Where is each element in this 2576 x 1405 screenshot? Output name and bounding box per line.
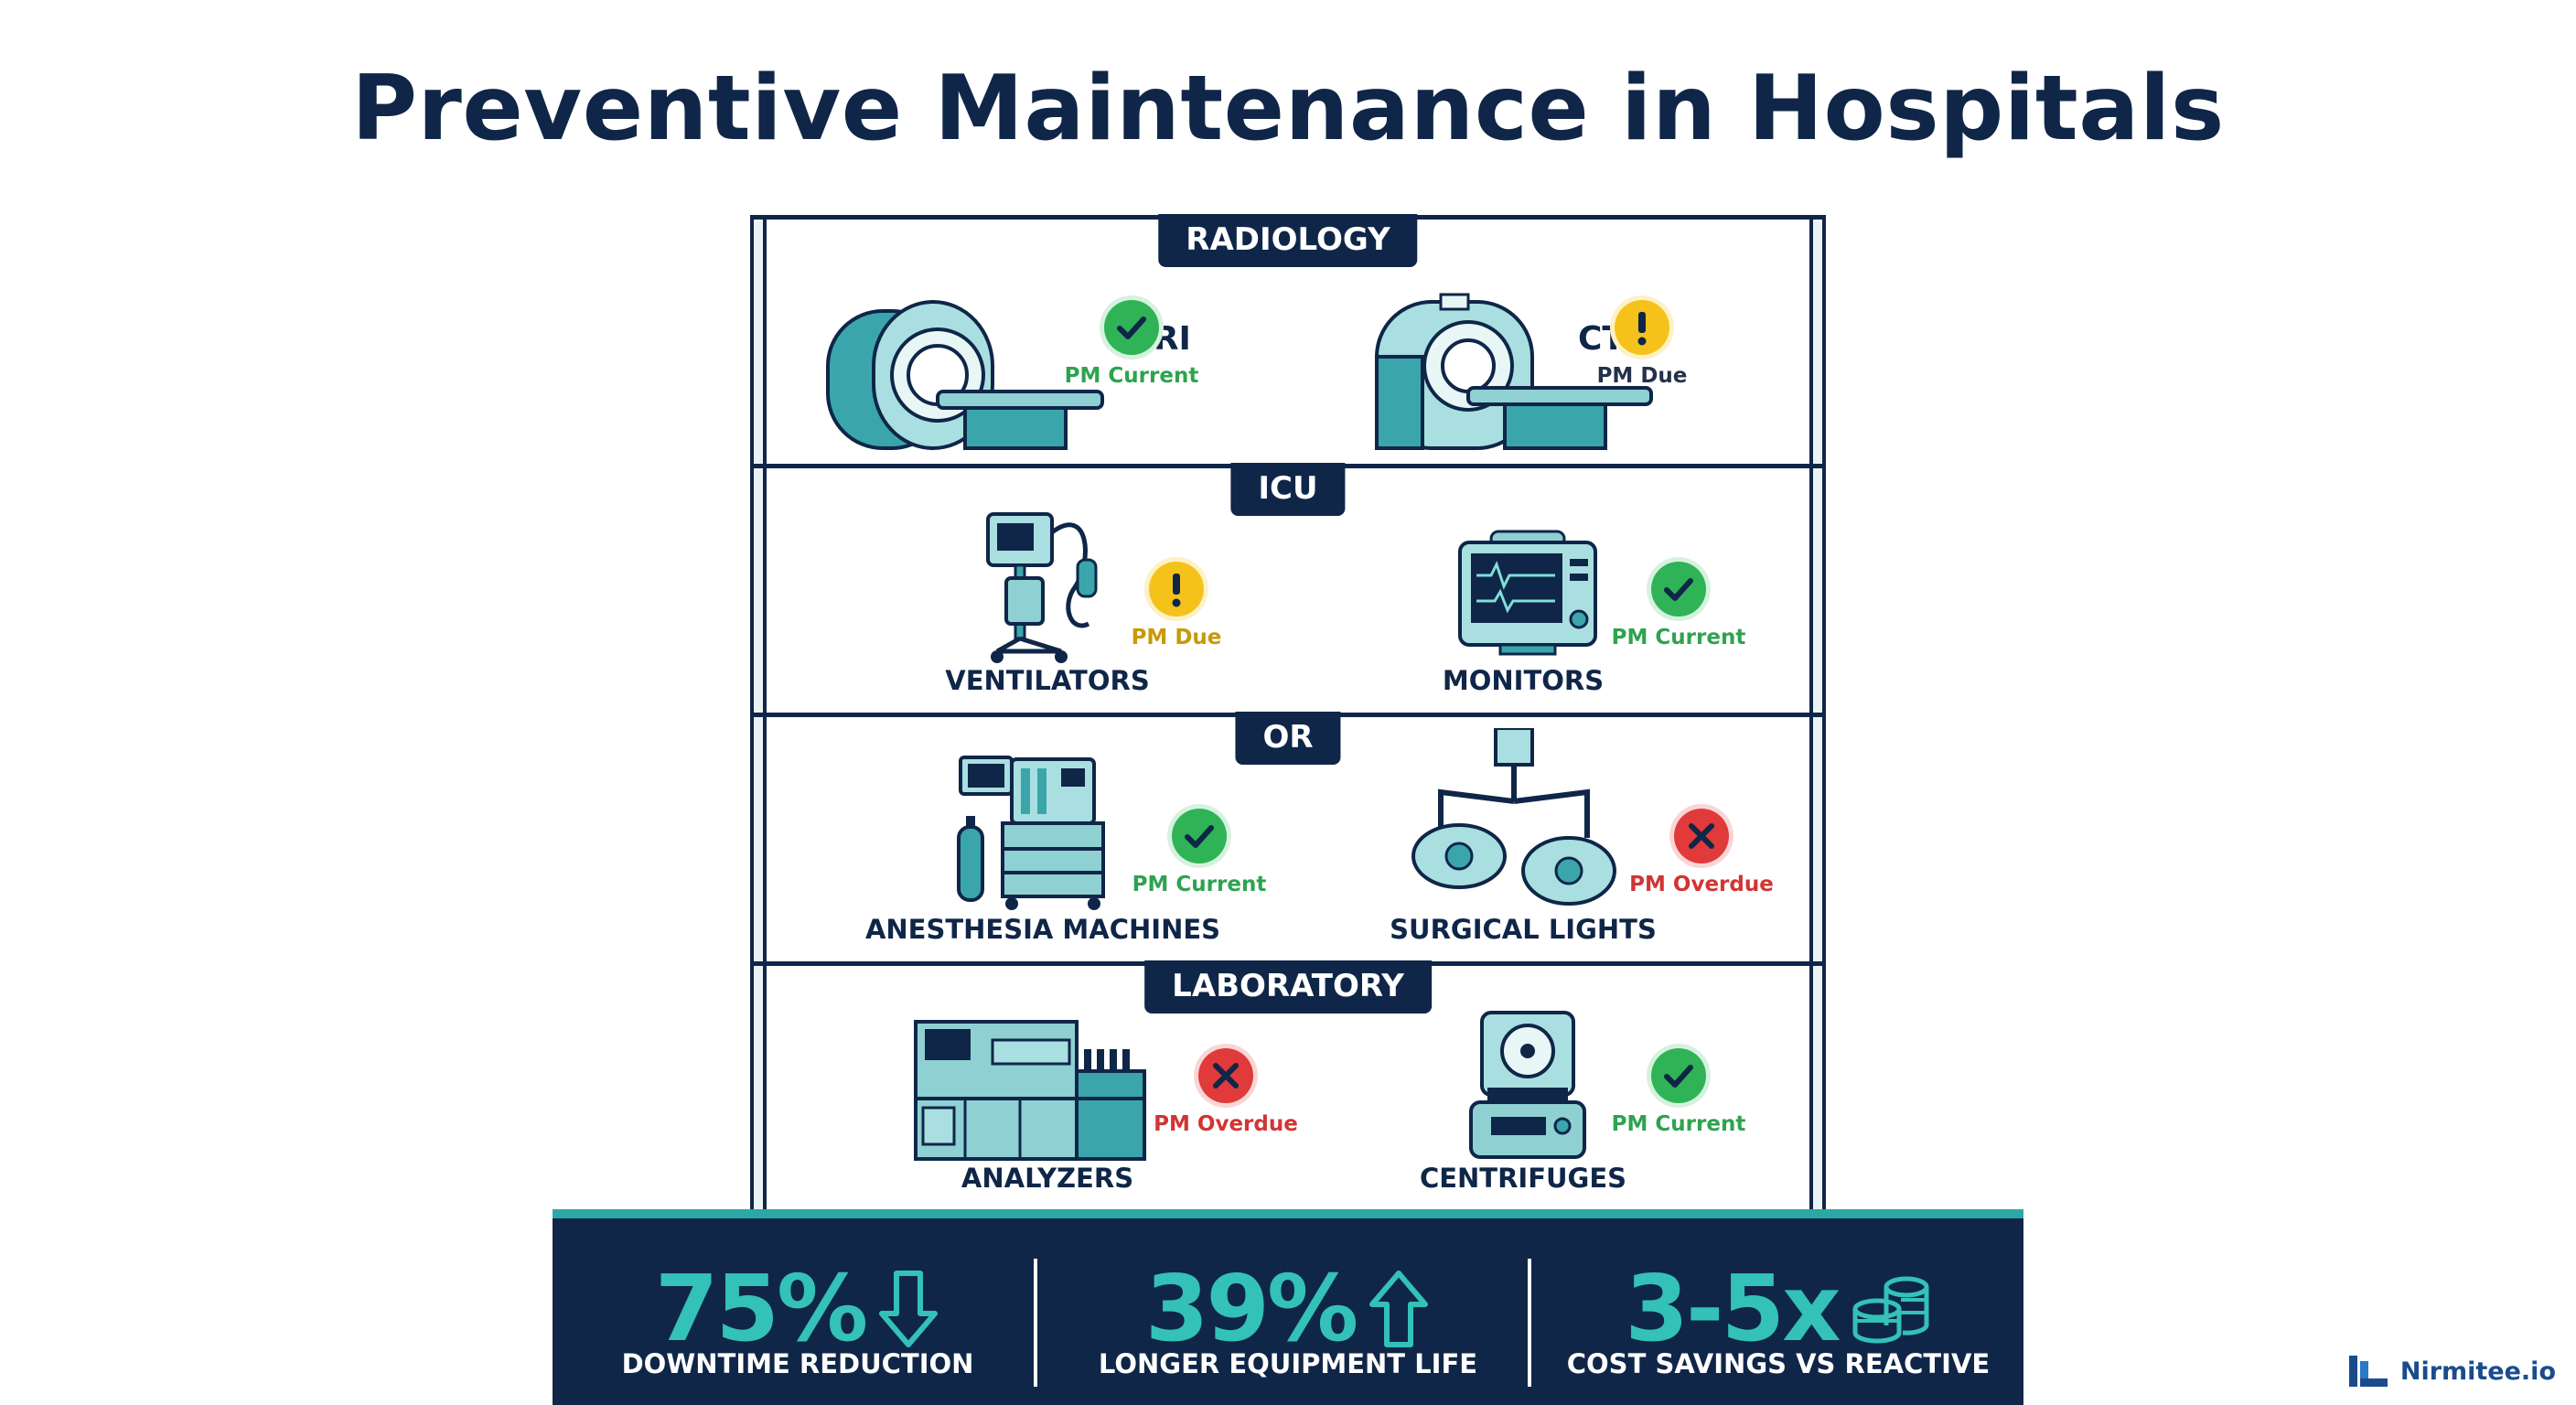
department-tab: RADIOLOGY bbox=[1158, 214, 1418, 267]
page-title: Preventive Maintenance in Hospitals bbox=[351, 57, 2225, 161]
check-icon bbox=[1172, 809, 1227, 863]
ventilator-icon bbox=[986, 512, 1098, 663]
department-tab: LABORATORY bbox=[1144, 960, 1432, 1014]
stat-value: 3-5x bbox=[1625, 1255, 1841, 1362]
shelf-radiology: RADIOLOGY MRI PM Current bbox=[750, 214, 1826, 464]
exclamation-icon bbox=[1149, 562, 1204, 617]
status-label: PM Due bbox=[1131, 626, 1222, 649]
x-mark-icon bbox=[1674, 809, 1729, 863]
device-label: ANALYZERS bbox=[961, 1163, 1134, 1194]
patient-monitor-icon bbox=[1458, 530, 1597, 656]
status-anesthesia: PM Current bbox=[1108, 809, 1291, 896]
device-label: SURGICAL LIGHTS bbox=[1390, 914, 1657, 945]
status-centrifuges: PM Current bbox=[1587, 1048, 1770, 1136]
stats-divider bbox=[1034, 1259, 1037, 1387]
x-mark-icon bbox=[1198, 1048, 1253, 1103]
coin-stack-icon bbox=[1852, 1276, 1929, 1343]
ct-scanner-icon bbox=[1375, 293, 1653, 450]
device-label: VENTILATORS bbox=[945, 665, 1150, 696]
surgical-light-icon bbox=[1411, 728, 1616, 906]
department-tab: OR bbox=[1235, 712, 1341, 765]
status-ventilators: PM Due bbox=[1085, 562, 1268, 649]
device-label: MONITORS bbox=[1442, 665, 1605, 696]
status-label: PM Current bbox=[1611, 626, 1746, 649]
status-ct: PM Due bbox=[1551, 300, 1733, 388]
department-tab: ICU bbox=[1230, 463, 1346, 516]
stat-label: COST SAVINGS VS REACTIVE bbox=[1566, 1348, 1991, 1379]
centrifuge-icon bbox=[1469, 1011, 1586, 1159]
check-icon bbox=[1104, 300, 1159, 355]
nirmitee-logo-icon bbox=[2348, 1356, 2388, 1387]
device-label: CENTRIFUGES bbox=[1419, 1163, 1627, 1194]
status-label: PM Current bbox=[1132, 873, 1267, 896]
device-label: ANESTHESIA MACHINES bbox=[864, 914, 1221, 945]
status-surgical-lights: PM Overdue bbox=[1610, 809, 1793, 896]
stats-divider bbox=[1528, 1259, 1531, 1387]
status-label: PM Overdue bbox=[1154, 1112, 1298, 1136]
arrow-down-icon bbox=[879, 1270, 939, 1347]
anesthesia-machine-icon bbox=[957, 756, 1105, 910]
status-mri: PM Current bbox=[1040, 300, 1223, 388]
stat-downtime: 75% DOWNTIME REDUCTION bbox=[553, 1218, 1043, 1405]
shelf-laboratory: LABORATORY ANALYZERS PM Overdue bbox=[750, 960, 1826, 1210]
stat-label: LONGER EQUIPMENT LIFE bbox=[1098, 1348, 1478, 1379]
equipment-shelf: RADIOLOGY MRI PM Current bbox=[750, 214, 1826, 1221]
mri-scanner-icon bbox=[826, 300, 1104, 450]
status-monitors: PM Current bbox=[1587, 562, 1770, 649]
stat-value: 75% bbox=[654, 1255, 868, 1362]
check-icon bbox=[1651, 562, 1706, 617]
lab-analyzer-icon bbox=[914, 1020, 1146, 1161]
brand: Nirmitee.io bbox=[2347, 1354, 2556, 1389]
status-label: PM Due bbox=[1596, 364, 1688, 388]
stat-equipment-life: 39% LONGER EQUIPMENT LIFE bbox=[1043, 1218, 1533, 1405]
stat-cost-savings: 3-5x COST SAVINGS VS REACTIVE bbox=[1533, 1218, 2023, 1405]
status-label: PM Current bbox=[1064, 364, 1199, 388]
shelf-or: OR ANESTHESIA MACHINES PM Current bbox=[750, 712, 1826, 961]
brand-name: Nirmitee.io bbox=[2399, 1357, 2556, 1386]
stat-value: 39% bbox=[1144, 1255, 1358, 1362]
status-label: PM Current bbox=[1611, 1112, 1746, 1136]
status-label: PM Overdue bbox=[1629, 873, 1774, 896]
arrow-up-icon bbox=[1369, 1270, 1429, 1347]
shelf-icu: ICU VENTILATORS PM Due bbox=[750, 463, 1826, 713]
check-icon bbox=[1651, 1048, 1706, 1103]
stats-banner: 75% DOWNTIME REDUCTION 39% LONGER EQUIPM… bbox=[553, 1209, 2023, 1405]
status-analyzers: PM Overdue bbox=[1134, 1048, 1317, 1136]
stat-label: DOWNTIME REDUCTION bbox=[621, 1348, 974, 1379]
exclamation-icon bbox=[1615, 300, 1669, 355]
